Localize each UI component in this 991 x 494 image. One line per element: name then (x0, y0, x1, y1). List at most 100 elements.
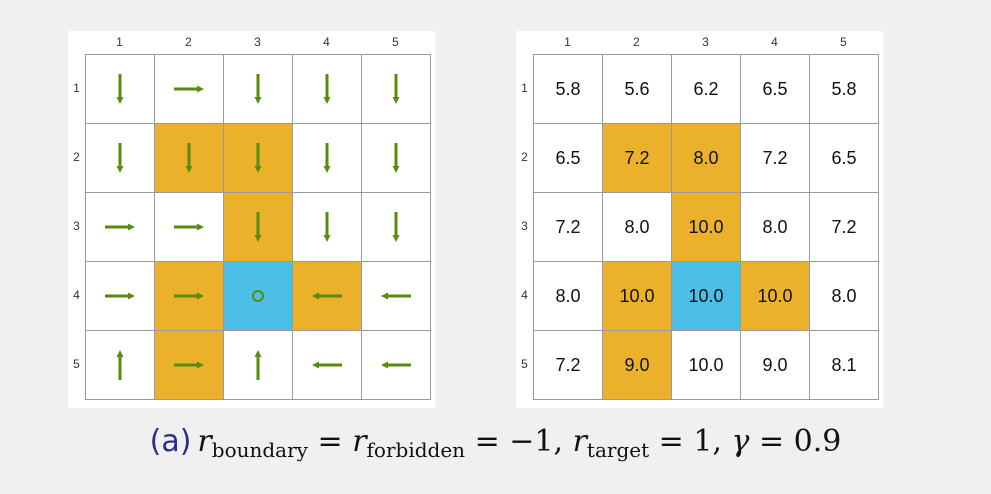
policy-cell-forbidden (155, 124, 224, 193)
arrow-up-icon (254, 350, 262, 380)
value-cell-forbidden: 10.0 (603, 262, 672, 331)
caption-sub-target: target (586, 438, 650, 462)
caption-target-value: = 1, (649, 424, 732, 459)
value-cell-normal: 5.8 (810, 55, 879, 124)
policy-column-label: 5 (392, 35, 399, 49)
policy-cell-normal (293, 124, 362, 193)
policy-cell-forbidden (224, 124, 293, 193)
policy-cell-normal (293, 193, 362, 262)
caption-tag: (a) (149, 424, 192, 459)
value-cell-target: 10.0 (672, 262, 741, 331)
value-cell-forbidden: 10.0 (672, 193, 741, 262)
arrow-down-icon (185, 143, 193, 173)
policy-grid (85, 54, 431, 400)
arrow-right-icon (105, 292, 135, 300)
value-cell-normal: 9.0 (741, 331, 810, 400)
policy-cell-normal (362, 124, 431, 193)
policy-column-label: 3 (254, 35, 261, 49)
policy-cell-normal (155, 55, 224, 124)
value-column-label: 4 (771, 35, 778, 49)
arrow-down-icon (323, 212, 331, 242)
policy-column-label: 1 (116, 35, 123, 49)
policy-cell-normal (86, 55, 155, 124)
value-row-label: 3 (521, 219, 528, 233)
arrow-left-icon (312, 361, 342, 369)
value-column-label: 1 (564, 35, 571, 49)
stay-circle-icon (252, 290, 264, 302)
caption-equals: = (307, 424, 353, 459)
policy-cell-normal (362, 262, 431, 331)
value-cell-normal: 8.1 (810, 331, 879, 400)
value-cell-normal: 6.2 (672, 55, 741, 124)
policy-cell-normal (224, 55, 293, 124)
caption-r-symbol: r (197, 424, 212, 459)
value-row-label: 1 (521, 81, 528, 95)
arrow-right-icon (105, 223, 135, 231)
value-cell-normal: 8.0 (741, 193, 810, 262)
arrow-down-icon (392, 212, 400, 242)
policy-row-label: 4 (73, 288, 80, 302)
arrow-down-icon (254, 212, 262, 242)
policy-cell-normal (224, 331, 293, 400)
policy-grid-panel: 1 2 3 4 5 1 2 3 4 5 (68, 31, 435, 408)
policy-cell-forbidden (155, 331, 224, 400)
value-row-label: 5 (521, 357, 528, 371)
value-cell-normal: 5.8 (534, 55, 603, 124)
state-value-grid: 5.8 5.6 6.2 6.5 5.8 6.5 7.2 8.0 7.2 6.5 7.2 8.0 10.0… (533, 54, 879, 400)
arrow-down-icon (392, 143, 400, 173)
policy-cell-normal (362, 331, 431, 400)
arrow-up-icon (116, 350, 124, 380)
value-cell-forbidden: 10.0 (741, 262, 810, 331)
policy-cell-normal (86, 124, 155, 193)
policy-cell-normal (86, 262, 155, 331)
policy-cell-forbidden (293, 262, 362, 331)
policy-cell-normal (293, 55, 362, 124)
arrow-left-icon (381, 292, 411, 300)
arrow-down-icon (254, 143, 262, 173)
value-cell-normal: 8.0 (534, 262, 603, 331)
policy-row-label: 2 (73, 150, 80, 164)
caption-sub-boundary: boundary (211, 438, 308, 462)
arrow-down-icon (254, 74, 262, 104)
value-cell-normal: 8.0 (603, 193, 672, 262)
value-cell-normal: 10.0 (672, 331, 741, 400)
value-cell-normal: 7.2 (741, 124, 810, 193)
arrow-down-icon (323, 143, 331, 173)
caption-r-symbol: r (572, 424, 587, 459)
policy-cell-normal (293, 331, 362, 400)
value-cell-normal: 6.5 (741, 55, 810, 124)
value-row-label: 2 (521, 150, 528, 164)
arrow-right-icon (174, 223, 204, 231)
value-cell-normal: 5.6 (603, 55, 672, 124)
arrow-right-icon (174, 361, 204, 369)
arrow-right-icon (174, 292, 204, 300)
policy-cell-forbidden (224, 193, 293, 262)
state-value-grid-panel: 5.8 5.6 6.2 6.5 5.8 6.5 7.2 8.0 7.2 6.5 7.2 8.0 10.0… (516, 31, 883, 408)
value-column-label: 5 (840, 35, 847, 49)
arrow-down-icon (323, 74, 331, 104)
policy-cell-target (224, 262, 293, 331)
value-cell-normal: 7.2 (534, 193, 603, 262)
policy-row-label: 5 (73, 357, 80, 371)
value-cell-normal: 6.5 (810, 124, 879, 193)
caption-forbidden-value: = −1, (465, 424, 573, 459)
caption-gamma-value: = 0.9 (749, 424, 842, 459)
policy-cell-normal (155, 193, 224, 262)
value-column-label: 3 (702, 35, 709, 49)
caption-r-symbol: r (352, 424, 367, 459)
value-cell-normal: 7.2 (810, 193, 879, 262)
value-row-label: 4 (521, 288, 528, 302)
value-cell-forbidden: 8.0 (672, 124, 741, 193)
value-cell-forbidden: 9.0 (603, 331, 672, 400)
arrow-left-icon (312, 292, 342, 300)
value-cell-normal: 7.2 (534, 331, 603, 400)
value-cell-forbidden: 7.2 (603, 124, 672, 193)
caption-sub-forbidden: forbidden (366, 438, 466, 462)
policy-cell-normal (86, 193, 155, 262)
value-column-label: 2 (633, 35, 640, 49)
policy-row-label: 3 (73, 219, 80, 233)
policy-cell-normal (86, 331, 155, 400)
policy-column-label: 4 (323, 35, 330, 49)
policy-cell-forbidden (155, 262, 224, 331)
value-cell-normal: 6.5 (534, 124, 603, 193)
